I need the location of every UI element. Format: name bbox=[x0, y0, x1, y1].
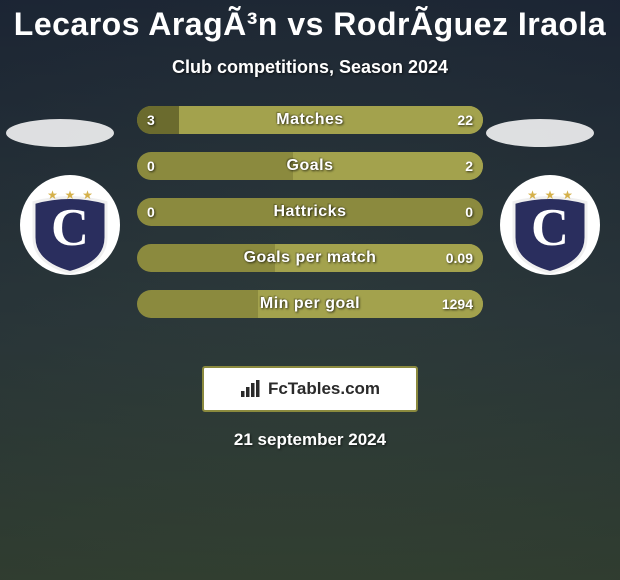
svg-text:★: ★ bbox=[545, 188, 556, 202]
club-emblem-right: C ★ ★ ★ bbox=[500, 175, 600, 275]
stat-label: Goals bbox=[137, 152, 483, 180]
stat-label: Min per goal bbox=[137, 290, 483, 318]
stat-label: Matches bbox=[137, 106, 483, 134]
svg-text:★: ★ bbox=[527, 188, 538, 202]
svg-text:★: ★ bbox=[47, 188, 58, 202]
stat-row: 0 Hattricks 0 bbox=[137, 198, 483, 226]
comparison-subtitle: Club competitions, Season 2024 bbox=[0, 57, 620, 78]
stat-row: 0 Goals 2 bbox=[137, 152, 483, 180]
stat-label: Hattricks bbox=[137, 198, 483, 226]
svg-text:C: C bbox=[531, 199, 569, 257]
stat-row: Goals per match 0.09 bbox=[137, 244, 483, 272]
stat-value-right: 2 bbox=[465, 152, 473, 180]
svg-text:★: ★ bbox=[82, 188, 93, 202]
svg-text:★: ★ bbox=[65, 188, 76, 202]
brand-text: FcTables.com bbox=[268, 379, 380, 399]
svg-text:C: C bbox=[51, 199, 89, 257]
stat-row: Min per goal 1294 bbox=[137, 290, 483, 318]
stat-label: Goals per match bbox=[137, 244, 483, 272]
stat-value-right: 1294 bbox=[442, 290, 473, 318]
svg-text:★: ★ bbox=[562, 188, 573, 202]
stat-value-right: 0 bbox=[465, 198, 473, 226]
player-left-oval-placeholder bbox=[4, 117, 116, 149]
stat-value-right: 0.09 bbox=[446, 244, 473, 272]
stat-row: 3 Matches 22 bbox=[137, 106, 483, 134]
player-right-oval-placeholder bbox=[484, 117, 596, 149]
comparison-title: Lecaros AragÃ³n vs RodrÃ­guez Iraola bbox=[0, 0, 620, 43]
stat-bars: 3 Matches 22 0 Goals 2 0 Hattricks 0 Goa… bbox=[137, 106, 483, 336]
stat-value-right: 22 bbox=[457, 106, 473, 134]
bar-chart-icon bbox=[240, 380, 262, 398]
brand-box[interactable]: FcTables.com bbox=[202, 366, 418, 412]
snapshot-date: 21 september 2024 bbox=[0, 430, 620, 450]
comparison-arena: C ★ ★ ★ C ★ ★ ★ 3 Matches 22 0 Goals 2 0 Hat… bbox=[0, 106, 620, 356]
club-emblem-left: C ★ ★ ★ bbox=[20, 175, 120, 275]
